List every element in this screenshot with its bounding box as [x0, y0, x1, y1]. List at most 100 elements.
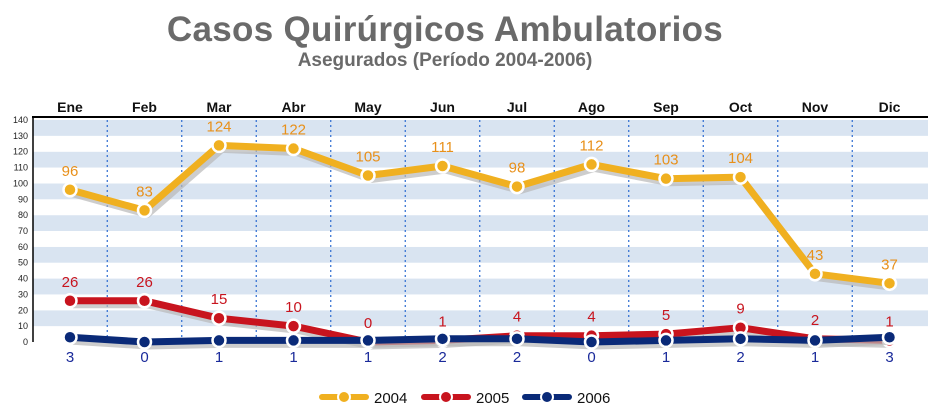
series-line-2006 [66, 333, 893, 346]
legend-label-2006: 2006 [577, 390, 610, 407]
data-label-2004: 105 [355, 149, 380, 166]
data-label-2005: 4 [513, 309, 521, 326]
month-label: Jun [430, 99, 455, 115]
data-label-2006: 1 [215, 349, 223, 366]
data-point-2006 [62, 329, 78, 345]
y-tick-label: 100 [13, 178, 28, 188]
series-line-2004 [66, 141, 893, 287]
data-label-2004: 122 [281, 122, 306, 139]
data-label-2006: 1 [289, 349, 297, 366]
data-label-2006: 0 [587, 349, 595, 366]
y-tick-label: 50 [18, 258, 28, 268]
y-tick-label: 0 [23, 337, 28, 347]
data-label-2004: 104 [728, 150, 753, 167]
data-label-2005: 10 [285, 299, 302, 316]
data-point-2004 [434, 158, 451, 174]
data-label-2004: 124 [206, 118, 231, 135]
data-point-2004 [732, 169, 749, 185]
grid-band [33, 120, 928, 136]
data-label-2005: 15 [211, 291, 228, 308]
month-label: Mar [207, 99, 232, 115]
data-label-2006: 1 [662, 349, 670, 366]
y-tick-label: 140 [13, 115, 28, 125]
legend-swatch-marker-2004 [337, 390, 351, 404]
data-point-2006 [807, 332, 823, 349]
data-label-2004: 111 [431, 139, 454, 156]
legend-swatch-marker-2006 [540, 390, 554, 404]
data-point-2004 [658, 170, 674, 187]
data-label-2005: 0 [364, 315, 372, 332]
data-label-2004: 83 [136, 183, 153, 200]
data-point-2006 [285, 332, 302, 349]
data-label-2005: 2 [811, 312, 819, 329]
data-point-2004 [136, 202, 153, 219]
grid-band [33, 135, 928, 152]
data-point-2006 [211, 332, 227, 349]
chart-subtitle: Asegurados (Período 2004-2006) [297, 50, 593, 71]
data-point-2005 [285, 318, 302, 334]
chart-title: Casos Quirúrgicos Ambulatorios [166, 10, 724, 49]
y-tick-label: 80 [18, 210, 28, 220]
legend-label-2004: 2004 [374, 390, 407, 407]
month-labels: Ene Feb Mar Abr May Jun Jul Ago Sep Oct Nov Dic [57, 99, 900, 115]
y-tick-label: 30 [18, 289, 28, 299]
data-point-2006 [360, 332, 376, 349]
y-tick-label: 60 [18, 242, 28, 252]
data-label-2004: 98 [509, 160, 526, 177]
data-point-2004 [509, 178, 525, 195]
data-label-2005: 26 [62, 274, 79, 291]
data-label-2006: 1 [811, 349, 819, 366]
data-label-2004: 112 [580, 137, 604, 154]
data-label-2004: 103 [653, 152, 678, 169]
legend: 2004 2005 2006 [319, 390, 610, 407]
data-label-2004: 43 [807, 247, 824, 264]
y-tick-labels: 0 10 20 30 40 50 60 70 80 90 100 110 120 130 140 [13, 115, 28, 347]
series-lines [62, 137, 898, 350]
data-label-2006: 0 [140, 349, 148, 366]
data-label-2005: 9 [736, 301, 744, 318]
y-tick-label: 40 [18, 274, 28, 284]
data-point-2006 [509, 331, 525, 347]
data-point-2005 [62, 293, 78, 309]
data-point-2004 [360, 167, 376, 184]
month-label: Sep [653, 99, 679, 115]
y-tick-label: 70 [18, 226, 28, 236]
data-label-2006: 1 [364, 349, 372, 366]
data-label-2005: 1 [885, 313, 893, 330]
data-label-2005: 26 [136, 274, 153, 291]
month-label: Dic [879, 99, 901, 115]
data-point-2004 [285, 140, 302, 157]
data-point-2006 [583, 334, 600, 350]
y-tick-label: 10 [18, 321, 28, 331]
series-shadow-2006 [72, 337, 893, 350]
data-label-2005: 4 [587, 309, 595, 326]
data-label-2006: 3 [885, 349, 893, 366]
legend-label-2005: 2005 [476, 390, 509, 407]
y-tick-label: 120 [13, 147, 28, 157]
month-label: Jul [507, 99, 527, 115]
month-label: Nov [802, 99, 829, 115]
data-point-2004 [583, 156, 600, 173]
legend-swatch-marker-2005 [439, 390, 453, 404]
data-point-2005 [136, 293, 153, 309]
month-label: May [354, 99, 381, 115]
data-label-2004: 37 [881, 256, 898, 273]
data-label-2005: 5 [662, 307, 670, 324]
data-point-2004 [807, 266, 823, 282]
data-label-2006: 2 [736, 349, 744, 366]
grid-band [33, 151, 928, 168]
y-tick-label: 90 [18, 194, 28, 204]
data-point-2006 [658, 332, 674, 349]
y-tick-label: 20 [18, 305, 28, 315]
grid-band [33, 278, 928, 295]
data-point-2004 [211, 137, 227, 154]
data-label-2004: 96 [62, 163, 79, 180]
data-label-2006: 2 [438, 349, 446, 366]
data-point-2006 [434, 331, 451, 347]
grid-band [33, 231, 928, 247]
data-point-2004 [881, 275, 898, 292]
month-label: Feb [132, 99, 157, 115]
y-tick-label: 110 [14, 163, 28, 173]
